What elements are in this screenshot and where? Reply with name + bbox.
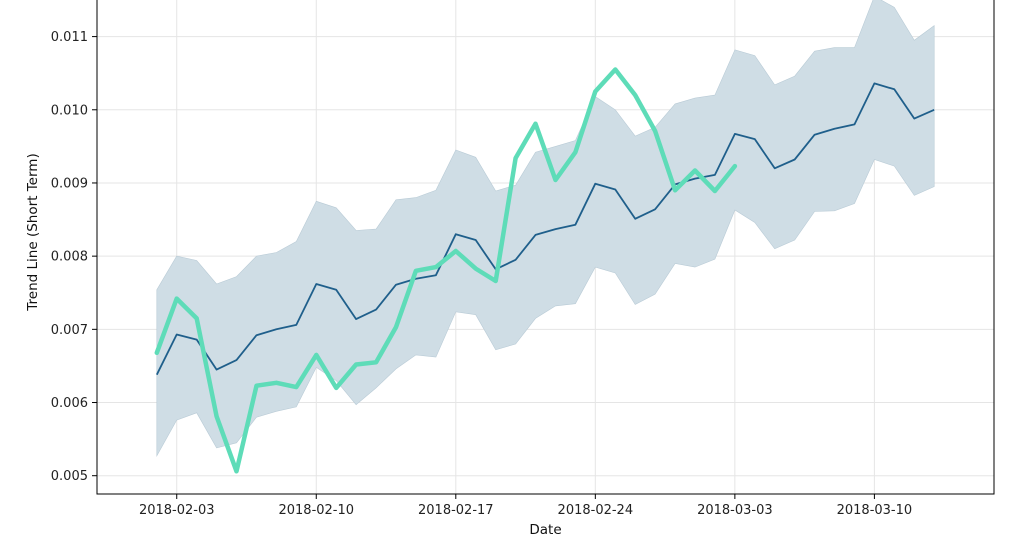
plot-frame (96, 0, 995, 495)
y-axis-ticks: 0.005 0.006 0.007 0.008 0.009 0.010 0.011 (51, 30, 97, 484)
x-tick-label: 2018-03-10 (837, 503, 913, 518)
y-tick-label: 0.009 (51, 176, 88, 191)
y-axis-label: Trend Line (Short Term) (25, 153, 41, 311)
x-axis-label: Date (529, 522, 561, 536)
confidence-band (156, 0, 935, 458)
x-tick-label: 2018-02-10 (278, 503, 354, 518)
y-tick-label: 0.011 (51, 30, 88, 45)
x-tick-label: 2018-03-03 (697, 503, 773, 518)
y-tick-label: 0.008 (51, 250, 88, 265)
y-tick-label: 0.005 (51, 469, 88, 484)
actual-line (154, 67, 738, 474)
x-tick-label: 2018-02-24 (558, 503, 634, 518)
x-tick-label: 2018-02-17 (418, 503, 494, 518)
y-tick-label: 0.007 (51, 323, 88, 338)
confidence-band-area (156, 0, 935, 458)
actual-series-line (154, 67, 738, 474)
y-tick-label: 0.010 (51, 103, 88, 118)
x-tick-label: 2018-02-03 (139, 503, 215, 518)
trend-series-line (155, 82, 935, 376)
x-axis-ticks: 2018-02-03 2018-02-10 2018-02-17 2018-02-24… (139, 494, 912, 518)
y-tick-label: 0.006 (51, 396, 88, 411)
trend-line (155, 82, 935, 376)
